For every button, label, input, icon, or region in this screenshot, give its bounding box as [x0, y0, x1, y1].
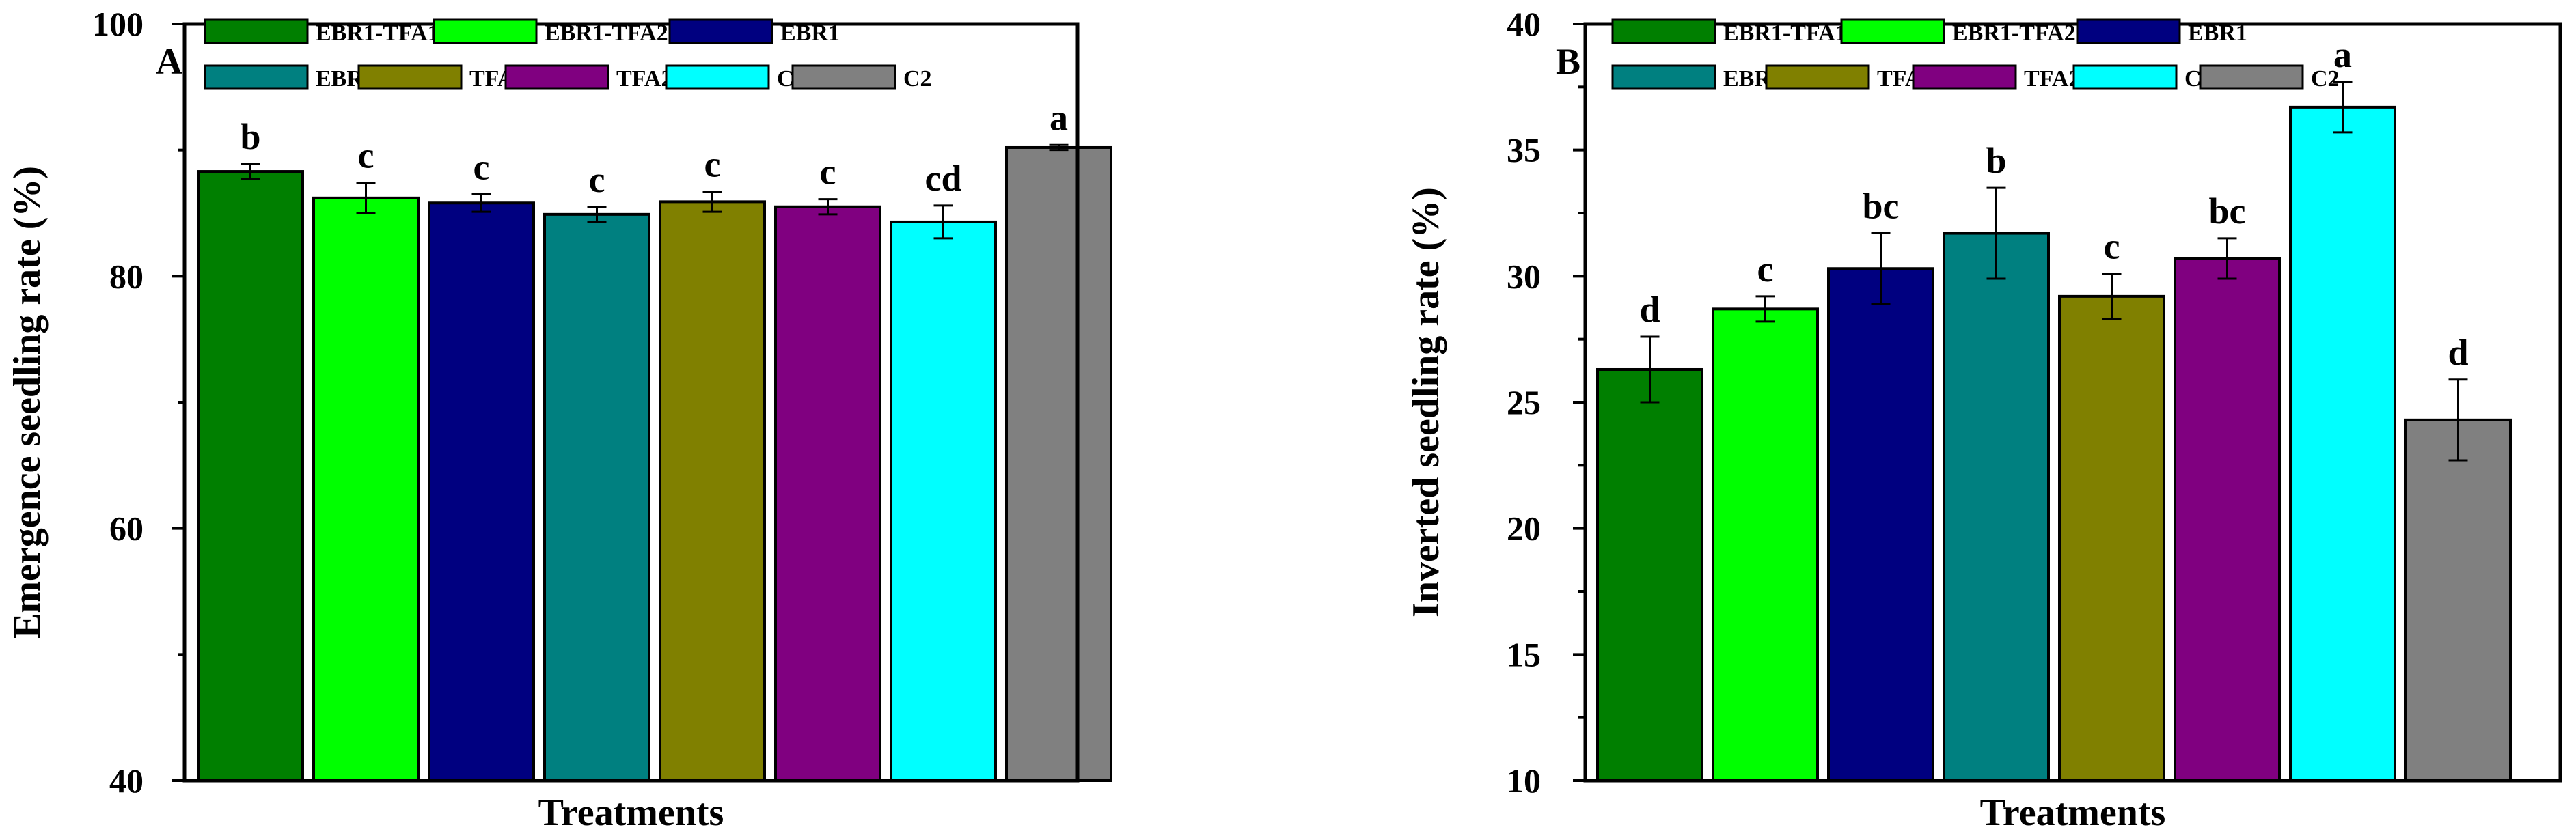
- bar-c2: [1005, 145, 1112, 782]
- y-tick-label: 20: [1507, 509, 1541, 548]
- significance-letter: c: [820, 152, 836, 193]
- legend-swatch-ebr1-tfa1: [204, 18, 309, 44]
- y-tick-label: 100: [92, 5, 143, 43]
- significance-letter: d: [1639, 289, 1660, 330]
- y-tick-label: 80: [109, 257, 143, 295]
- bar-c2: [2404, 418, 2512, 782]
- significance-letter: b: [240, 116, 260, 157]
- significance-letter: d: [2448, 332, 2468, 373]
- bar-tfa2: [774, 205, 881, 782]
- legend-swatch-tfa2: [1912, 64, 2017, 90]
- legend-label: EBR1: [780, 20, 840, 46]
- significance-letter: c: [2104, 226, 2120, 267]
- panel-b: dcbcbcbcad10152025303540TreatmentsInvert…: [1405, 5, 2562, 834]
- legend-swatch-ebr1-tfa2: [1840, 18, 1945, 44]
- significance-letter: c: [358, 135, 374, 176]
- panel-letter: B: [1556, 41, 1580, 82]
- legend-label: TFA2: [616, 66, 672, 92]
- legend-swatch-ebr1-tfa1: [1611, 18, 1716, 44]
- legend-label: C2: [903, 66, 932, 92]
- bar-ebr2: [1943, 232, 2050, 782]
- y-tick-label: 30: [1507, 257, 1541, 295]
- y-axis-title: Inverted seedling rate (%): [1405, 187, 1447, 617]
- significance-letter: a: [1050, 97, 1068, 138]
- y-tick-label: 25: [1507, 383, 1541, 421]
- legend-swatch-c2: [791, 64, 896, 90]
- legend-label: EBR1-TFA2: [1952, 20, 2076, 46]
- legend-label: TFA2: [2024, 66, 2080, 92]
- y-tick-label: 40: [1507, 5, 1541, 43]
- legend-swatch-ebr2: [204, 64, 309, 90]
- bar-tfa1: [2058, 294, 2165, 782]
- y-tick-label: 40: [109, 762, 143, 800]
- bar-tfa1: [659, 200, 766, 782]
- significance-letter: c: [704, 144, 721, 185]
- legend-swatch-c1: [2072, 64, 2178, 90]
- significance-letter: b: [1986, 140, 2006, 181]
- legend-swatch-tfa1: [357, 64, 463, 90]
- significance-letter: bc: [2209, 191, 2246, 232]
- significance-letter: cd: [925, 158, 962, 199]
- significance-letter: a: [2333, 34, 2352, 75]
- legend-label: EBR1-TFA1: [316, 20, 439, 46]
- legend-swatch-ebr1: [2076, 18, 2181, 44]
- y-tick-label: 10: [1507, 762, 1541, 800]
- legend-label: C2: [2311, 66, 2340, 92]
- legend-label: EBR1-TFA1: [1723, 20, 1847, 46]
- bar-tfa2: [2174, 257, 2281, 783]
- bar-c1: [890, 220, 997, 782]
- legend-swatch-c1: [665, 64, 770, 90]
- significance-letter: c: [589, 159, 605, 200]
- y-tick-label: 35: [1507, 131, 1541, 169]
- legend-swatch-ebr1-tfa2: [433, 18, 538, 44]
- bar-ebr1: [1827, 267, 1934, 782]
- significance-letter: c: [1757, 249, 1774, 290]
- legend-swatch-tfa1: [1765, 64, 1870, 90]
- legend-swatch-tfa2: [504, 64, 609, 90]
- y-tick-label: 60: [109, 509, 143, 548]
- bar-ebr1-tfa1: [1596, 367, 1703, 782]
- legend-label: EBR1-TFA2: [545, 20, 668, 46]
- legend-swatch-ebr1: [668, 18, 773, 44]
- bar-ebr1: [428, 201, 535, 782]
- x-axis-title: Treatments: [538, 792, 724, 834]
- bar-c1: [2289, 105, 2396, 782]
- legend-label: EBR1: [2188, 20, 2247, 46]
- y-axis-title: Emergence seedling rate (%): [6, 166, 49, 639]
- significance-letter: bc: [1863, 186, 1900, 227]
- bar-ebr1-tfa2: [1712, 307, 1819, 782]
- panel-letter: A: [156, 41, 182, 82]
- y-tick-label: 15: [1507, 635, 1541, 673]
- legend-swatch-c2: [2199, 64, 2304, 90]
- legend-swatch-ebr2: [1611, 64, 1716, 90]
- bar-ebr1-tfa2: [312, 196, 420, 782]
- x-axis-title: Treatments: [1980, 792, 2166, 834]
- significance-letter: c: [474, 146, 490, 187]
- bar-ebr1-tfa1: [197, 170, 304, 782]
- bar-ebr2: [543, 212, 650, 782]
- panel-a: b c c c c c cd a 40 60 80 100 Treatments Emergence se…: [6, 5, 1112, 834]
